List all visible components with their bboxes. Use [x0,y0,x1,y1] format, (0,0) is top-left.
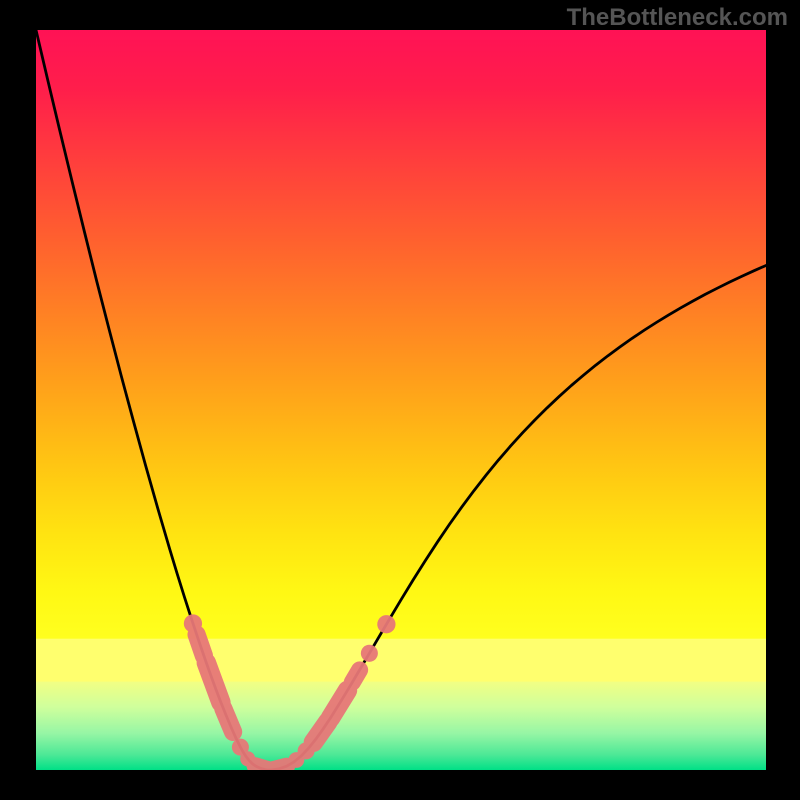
marker-capsule [223,709,233,732]
marker-dot [377,615,395,633]
watermark-text: TheBottleneck.com [567,4,788,32]
marker-capsule [206,663,221,703]
marker-dot [361,645,378,662]
marker-capsule [272,766,287,770]
marker-capsule [197,635,204,656]
chart-container: TheBottleneck.com [0,0,800,800]
marker-capsule [352,670,359,682]
plot-area [36,30,766,770]
gradient-background [36,30,766,770]
